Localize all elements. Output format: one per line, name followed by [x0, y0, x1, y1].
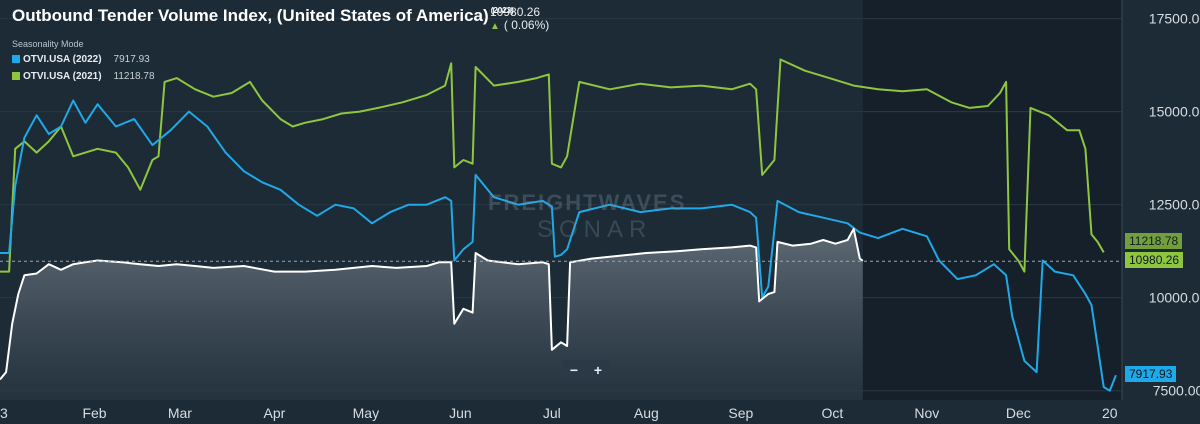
title-year: (2023) [490, 6, 514, 15]
zoom-controls: − + [562, 360, 610, 380]
y-tick-label: 7500.00 [1153, 383, 1200, 399]
legend-name: OTVI.USA (2021) [23, 71, 102, 82]
end-value-tag: 10980.26 [1125, 252, 1184, 269]
x-tick-label: Sep [728, 405, 753, 421]
y-tick-label: 10000.00 [1149, 290, 1200, 306]
y-axis: 7500.00 10000.00 12500.00 15000.00 17500.00 [1149, 11, 1200, 399]
x-tick-label: Jun [449, 405, 472, 421]
y-tick-label: 17500.00 [1149, 11, 1200, 27]
end-value-tag: 11218.78 [1125, 233, 1183, 250]
x-tick-label: Dec [1006, 405, 1031, 421]
current-value: 10980.26 [490, 5, 541, 19]
legend-value: 7917.93 [113, 54, 150, 65]
x-tick-label: Mar [168, 405, 192, 421]
seasonality-mode-label: Seasonality Mode [12, 39, 84, 49]
legend-item-2022[interactable]: OTVI.USA (2022) 7917.93 [12, 54, 150, 65]
end-value-tag: 7917.93 [1125, 366, 1177, 383]
up-arrow-icon: ▲ [490, 21, 500, 32]
x-tick-label: Nov [914, 405, 939, 421]
legend-value: 11218.78 [113, 71, 155, 82]
legend-swatch-2022 [12, 55, 20, 63]
zoom-in-button[interactable]: + [593, 362, 603, 378]
series-lines [0, 58, 1117, 392]
x-tick-label: May [353, 405, 379, 421]
x-tick-label: Oct [821, 405, 843, 421]
series-line [0, 227, 864, 381]
x-tick-label: Feb [82, 405, 106, 421]
series-line [0, 58, 1105, 273]
watermark-logo: FREIGHTWAVES [488, 190, 687, 215]
x-tick-label: Apr [264, 405, 286, 421]
legend-item-2021[interactable]: OTVI.USA (2021) 11218.78 [12, 71, 155, 82]
legend-name: OTVI.USA (2022) [23, 54, 102, 65]
zoom-out-button[interactable]: − [569, 362, 579, 378]
x-tick-label: Aug [634, 405, 659, 421]
change-value: ( 0.06%) [503, 18, 550, 32]
series-line [0, 99, 1117, 392]
y-tick-label: 12500.00 [1149, 197, 1200, 213]
watermark-product: SONAR [537, 216, 653, 243]
y-tick-label: 15000.00 [1149, 104, 1200, 120]
chart-title-text: Outbound Tender Volume Index, (United St… [12, 6, 489, 25]
legend-swatch-2021 [12, 72, 20, 80]
x-tick-label: 20 [1102, 405, 1118, 421]
x-tick-label: 23 [0, 405, 8, 421]
area-fill [0, 228, 863, 400]
series-area [0, 228, 863, 400]
x-tick-label: Jul [543, 405, 561, 421]
page-title: Outbound Tender Volume Index, (United St… [12, 6, 514, 26]
x-axis: 23 Feb Mar Apr May Jun Jul Aug Sep Oct Nov Dec 20 [0, 405, 1118, 421]
change-indicator: ▲( 0.06%) [490, 18, 549, 32]
forecast-shade [862, 0, 1122, 400]
